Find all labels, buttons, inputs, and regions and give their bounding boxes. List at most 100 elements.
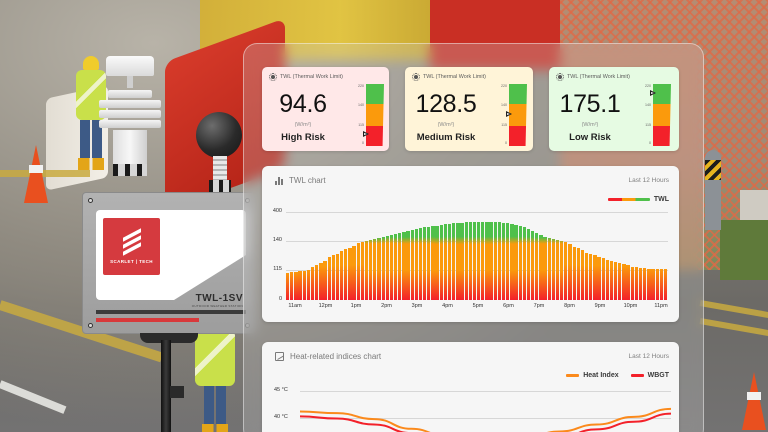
twl-bar[interactable] — [485, 221, 489, 300]
twl-bar[interactable] — [555, 239, 560, 300]
twl-bar[interactable] — [310, 266, 315, 300]
twl-bar[interactable] — [601, 258, 605, 300]
twl-bar[interactable] — [452, 223, 456, 300]
twl-bar[interactable] — [543, 236, 547, 300]
twl-bar[interactable] — [315, 265, 319, 300]
legend-item-heat-index[interactable]: Heat Index — [566, 372, 619, 379]
twl-bar[interactable] — [414, 228, 418, 300]
twl-bar[interactable] — [352, 245, 356, 300]
twl-bar[interactable] — [597, 257, 601, 300]
twl-card-high-risk[interactable]: TWL (Thermal Work Limit) 94.6 (W/m²) Hig… — [262, 67, 389, 151]
twl-bar[interactable] — [589, 253, 593, 300]
twl-bar[interactable] — [381, 236, 385, 300]
twl-bar[interactable] — [335, 253, 340, 300]
twl-bar-chart[interactable]: 400 140 115 0 11am 12pm 1pm 2pm 3pm 4pm 5pm 6pm 7pm 8… — [262, 206, 679, 322]
twl-bar[interactable] — [626, 265, 630, 300]
twl-bar[interactable] — [431, 226, 435, 300]
twl-bar[interactable] — [468, 221, 472, 300]
twl-bar[interactable] — [456, 222, 460, 300]
wbgt-line[interactable] — [299, 412, 672, 432]
twl-bar[interactable] — [576, 247, 580, 300]
twl-bar[interactable] — [477, 221, 481, 300]
twl-bar[interactable] — [663, 268, 668, 300]
twl-bar[interactable] — [427, 226, 431, 300]
heat-line-chart[interactable]: 45 °C 40 °C — [262, 382, 679, 432]
twl-bar[interactable] — [302, 270, 306, 300]
twl-bar[interactable] — [618, 263, 622, 300]
twl-bar[interactable] — [286, 273, 290, 300]
twl-bar[interactable] — [514, 225, 518, 300]
twl-bar[interactable] — [464, 222, 468, 300]
twl-bar[interactable] — [493, 221, 497, 300]
twl-bar[interactable] — [327, 257, 331, 300]
twl-card-medium-risk[interactable]: TWL (Thermal Work Limit) 128.5 (W/m²) Me… — [405, 67, 533, 151]
twl-bar[interactable] — [319, 263, 323, 300]
twl-bar[interactable] — [481, 221, 485, 300]
twl-bar[interactable] — [344, 249, 348, 300]
chart-legend[interactable]: TWL — [607, 196, 669, 203]
heat-index-line[interactable] — [299, 407, 672, 432]
twl-bar[interactable] — [593, 254, 597, 300]
legend-item-wbgt[interactable]: WBGT — [630, 372, 669, 379]
chart-legend[interactable]: Heat Index WBGT — [558, 372, 669, 379]
twl-bar[interactable] — [655, 268, 659, 300]
twl-bar[interactable] — [522, 227, 526, 300]
twl-bar[interactable] — [369, 239, 373, 300]
twl-bar[interactable] — [497, 222, 502, 300]
twl-bar[interactable] — [659, 268, 663, 300]
twl-bar[interactable] — [643, 267, 647, 300]
twl-bar[interactable] — [398, 232, 402, 300]
twl-bar[interactable] — [410, 229, 414, 300]
twl-bar[interactable] — [402, 231, 406, 300]
twl-bar[interactable] — [377, 237, 381, 300]
twl-bar[interactable] — [460, 222, 464, 300]
twl-bar[interactable] — [560, 240, 564, 300]
twl-bar[interactable] — [389, 235, 394, 300]
twl-bar[interactable] — [323, 260, 327, 300]
twl-bar[interactable] — [526, 228, 531, 300]
twl-bar[interactable] — [364, 240, 369, 300]
twl-bar[interactable] — [634, 266, 639, 300]
twl-bar[interactable] — [551, 238, 556, 300]
twl-bar[interactable] — [605, 259, 609, 300]
twl-bar[interactable] — [651, 268, 655, 300]
twl-bar[interactable] — [647, 268, 651, 300]
twl-bar[interactable] — [406, 230, 410, 300]
twl-bar[interactable] — [447, 223, 452, 300]
twl-bar[interactable] — [535, 232, 539, 300]
twl-bar[interactable] — [489, 221, 493, 300]
twl-bar[interactable] — [373, 238, 377, 300]
twl-bar[interactable] — [501, 222, 506, 300]
twl-bar[interactable] — [290, 271, 294, 300]
twl-bar[interactable] — [622, 264, 626, 300]
twl-bar[interactable] — [331, 254, 335, 300]
twl-bar[interactable] — [506, 222, 510, 300]
twl-bar[interactable] — [609, 260, 614, 300]
twl-bar[interactable] — [423, 226, 427, 300]
twl-bar[interactable] — [580, 250, 585, 300]
time-range[interactable]: Last 12 Hours — [628, 177, 669, 184]
twl-bar[interactable] — [294, 271, 298, 300]
twl-bar[interactable] — [360, 242, 365, 300]
twl-bar[interactable] — [298, 271, 302, 300]
twl-bar[interactable] — [443, 224, 448, 300]
twl-bar[interactable] — [630, 266, 634, 300]
twl-bar[interactable] — [564, 242, 568, 300]
twl-bar[interactable] — [306, 270, 311, 300]
twl-bar[interactable] — [348, 247, 352, 300]
twl-bar[interactable] — [638, 267, 643, 300]
twl-bar[interactable] — [518, 226, 522, 300]
twl-bar[interactable] — [339, 251, 344, 300]
twl-bar[interactable] — [418, 227, 423, 300]
twl-card-low-risk[interactable]: TWL (Thermal Work Limit) 175.1 (W/m²) Lo… — [549, 67, 679, 151]
twl-bar[interactable] — [439, 224, 443, 300]
twl-bar[interactable] — [530, 230, 535, 300]
twl-bar[interactable] — [435, 225, 439, 300]
twl-bar[interactable] — [539, 234, 543, 300]
twl-bar[interactable] — [472, 221, 477, 300]
twl-bar[interactable] — [568, 244, 572, 300]
twl-bar[interactable] — [614, 261, 618, 300]
twl-bar[interactable] — [393, 233, 398, 300]
twl-bar[interactable] — [572, 246, 576, 300]
twl-bar[interactable] — [510, 224, 514, 300]
